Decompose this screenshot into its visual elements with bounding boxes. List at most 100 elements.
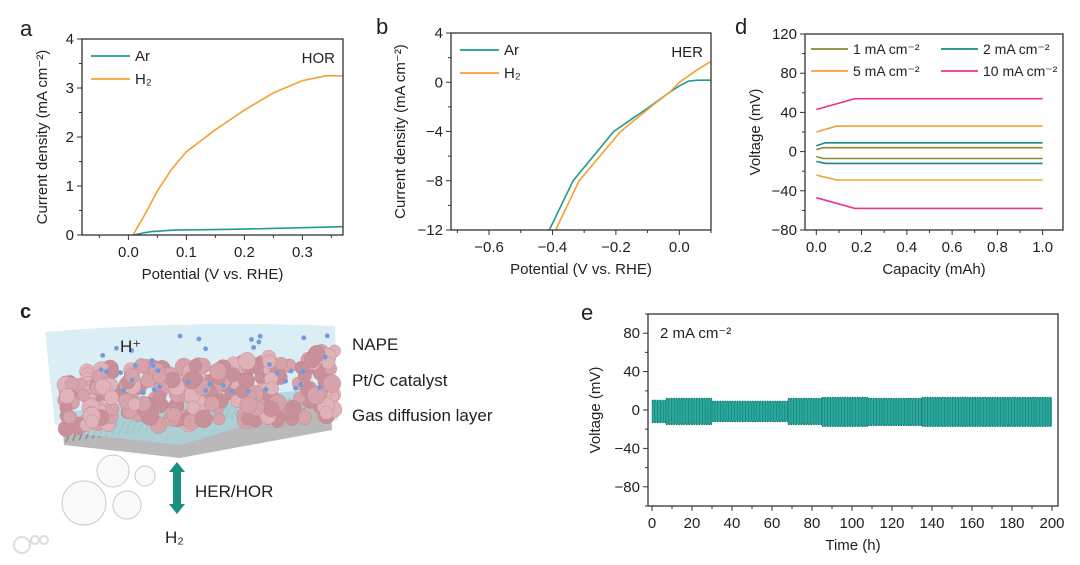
chart-a: 0.0 0.1 0.2 0.3 0 1 2 3 4 Potential (V vs. RHE) Cu… — [34, 31, 344, 283]
proton-dot — [249, 337, 254, 342]
series-line-0-charge — [816, 146, 1043, 151]
series-line-3-charge — [816, 97, 1043, 111]
proton-dot — [149, 358, 155, 363]
x-tick-label: −0.2 — [601, 239, 631, 256]
catalyst-particle — [85, 414, 100, 429]
x-tick-label: 0.0 — [806, 239, 827, 256]
catalyst-particle — [127, 397, 141, 411]
catalyst-particle — [186, 400, 201, 415]
y-tick-label: 0 — [66, 227, 74, 244]
electrode-schematic: H⁺ NAPE Pt/C catalyst Gas diffusion laye… — [13, 324, 493, 554]
series-line-1-charge — [816, 142, 1043, 147]
x-axis-label: Potential (V vs. RHE) — [142, 266, 284, 283]
catalyst-particle — [166, 407, 182, 423]
catalyst-particle — [209, 362, 227, 381]
catalyst-particle — [104, 390, 119, 405]
chart-e: 0 20 40 60 80 100 120 140 160 180 200−80−4004080Ti… — [587, 313, 1065, 554]
proton-label: H⁺ — [120, 337, 141, 356]
x-tick-label: 0.8 — [987, 239, 1008, 256]
proton-dot — [229, 388, 235, 394]
pt-c-catalyst-particles — [56, 344, 343, 437]
proton-dot — [129, 377, 135, 383]
legend-label: Ar — [135, 48, 150, 65]
x-tick-label: 40 — [724, 515, 741, 532]
gdl-label: Gas diffusion layer — [352, 406, 493, 425]
x-tick-label: 0.0 — [669, 239, 690, 256]
proton-dot — [274, 370, 280, 376]
catalyst-particle — [124, 368, 140, 384]
x-tick-label: 0.2 — [234, 244, 255, 261]
series-line-1 — [554, 60, 711, 230]
y-tick-label: 40 — [780, 104, 797, 121]
y-axis-label: Voltage (mV) — [747, 89, 764, 176]
plot-area — [651, 396, 1052, 427]
y-tick-label: 3 — [66, 80, 74, 97]
proton-dot — [100, 353, 106, 358]
her-hor-double-arrow-icon — [169, 462, 185, 514]
proton-dot — [267, 362, 272, 367]
y-tick-label: −80 — [615, 479, 640, 496]
chart-b: −0.6 −0.4 −0.2 0.0 −12 −8 −4 0 4 Potential (V vs.… — [392, 25, 712, 278]
proton-dots — [98, 333, 330, 396]
chart-annotation: 2 mA cm⁻² — [660, 325, 731, 342]
plot-area — [816, 97, 1043, 210]
proton-dot — [263, 387, 269, 392]
y-tick-label: 2 — [66, 129, 74, 146]
panel-label-c: c — [20, 301, 31, 323]
series-line-1 — [132, 75, 343, 235]
y-tick-label: 0 — [435, 74, 443, 91]
x-tick-label: −0.4 — [538, 239, 568, 256]
x-tick-label: 120 — [879, 515, 904, 532]
legend-label: 5 mA cm⁻² — [853, 63, 920, 79]
proton-dot — [300, 369, 305, 374]
y-tick-label: 120 — [772, 26, 797, 43]
x-tick-label: 20 — [684, 515, 701, 532]
x-tick-label: 0.3 — [292, 244, 313, 261]
catalyst-particle — [284, 399, 302, 418]
panel-label-e: e — [581, 300, 593, 325]
proton-dot — [118, 370, 123, 376]
y-tick-label: −8 — [426, 173, 443, 190]
x-tick-label: 0.2 — [851, 239, 872, 256]
catalyst-label: Pt/C catalyst — [352, 371, 448, 390]
y-tick-label: −40 — [772, 183, 797, 200]
catalyst-particle — [94, 378, 112, 395]
voltage-band — [712, 401, 788, 422]
y-tick-label: 0 — [632, 402, 640, 419]
x-tick-label: 60 — [764, 515, 781, 532]
series-line-2-charge — [816, 125, 1043, 133]
x-axis-label: Potential (V vs. RHE) — [510, 261, 652, 278]
proton-dot — [114, 345, 119, 351]
proton-dot — [293, 385, 298, 391]
catalyst-particle — [274, 356, 288, 371]
plot-frame — [81, 38, 344, 236]
x-axis-label: Time (h) — [825, 537, 880, 554]
nape-label: NAPE — [352, 335, 398, 354]
proton-dot — [251, 345, 256, 350]
plot-area — [132, 75, 343, 235]
catalyst-particle — [190, 372, 203, 386]
catalyst-particle — [262, 354, 277, 369]
catalyst-particle — [319, 405, 334, 420]
proton-dot — [177, 333, 183, 339]
proton-dot — [121, 387, 126, 393]
proton-dot — [221, 383, 226, 388]
proton-dot — [157, 384, 163, 390]
voltage-band — [822, 397, 868, 427]
proton-dot — [98, 367, 104, 373]
catalyst-particle — [152, 389, 167, 404]
catalyst-particle — [225, 367, 241, 383]
y-axis-label: Current density (mA cm⁻²) — [392, 44, 409, 219]
proton-dot — [140, 390, 146, 396]
catalyst-particle — [62, 411, 76, 425]
series-line-3-discharge — [816, 196, 1043, 210]
chart-annotation: HER — [671, 44, 703, 61]
proton-dot — [298, 382, 304, 387]
series-line-0-discharge — [816, 155, 1043, 160]
x-tick-label: 0.4 — [896, 239, 917, 256]
legend-label: 1 mA cm⁻² — [853, 41, 920, 57]
catalyst-particle — [212, 412, 226, 426]
y-tick-label: 40 — [623, 364, 640, 381]
x-tick-label: 180 — [999, 515, 1024, 532]
